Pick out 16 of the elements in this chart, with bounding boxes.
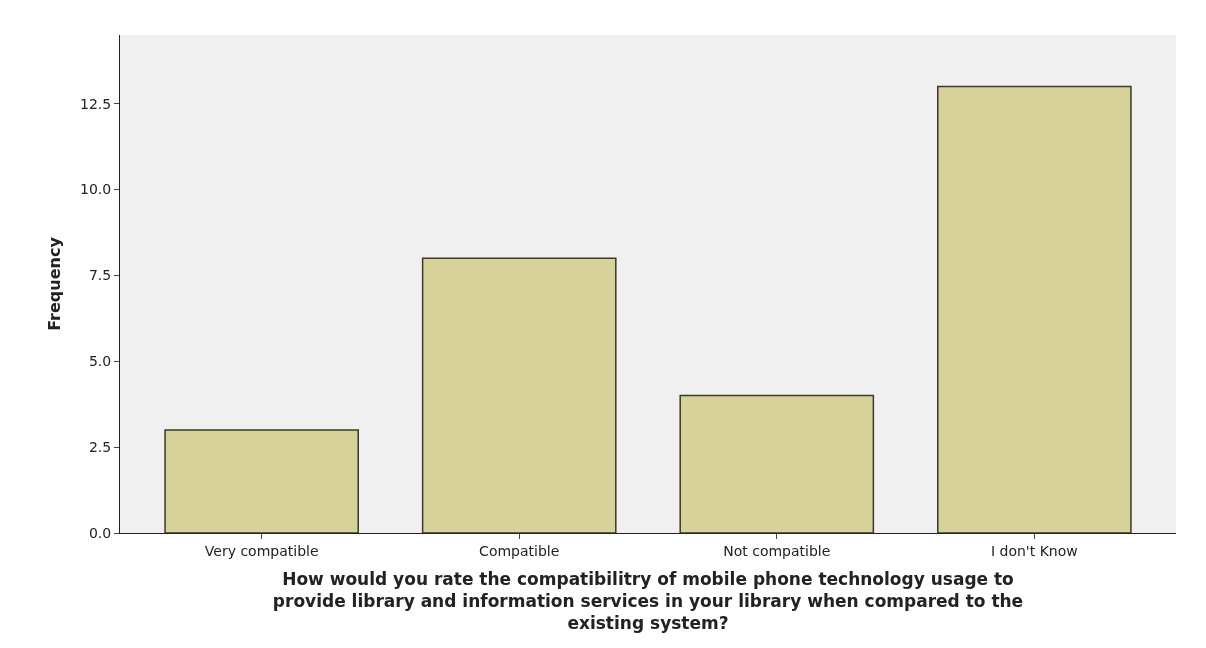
x-tick-label: Compatible <box>479 542 560 559</box>
bar <box>164 429 359 533</box>
x-axis-title: How would you rate the compatibilitry of mobile phone technology usage to provide library and information services in your library when compared to the existing system? <box>272 569 1024 634</box>
y-tick-label: 10.0 <box>80 181 112 198</box>
x-tick-label: Not compatible <box>723 542 831 559</box>
y-tick-label: 7.5 <box>88 267 112 284</box>
x-tick-label: I don't Know <box>990 542 1078 559</box>
y-tick-label: 5.0 <box>88 353 112 370</box>
y-axis-title: Frequency <box>44 236 64 331</box>
bar <box>679 394 875 533</box>
y-tick-label: 2.5 <box>88 439 112 456</box>
bar <box>421 257 617 533</box>
y-tick-label: 0.0 <box>88 524 112 541</box>
y-tick-label: 12.5 <box>80 95 112 112</box>
bar <box>937 85 1132 533</box>
x-tick-label: Very compatible <box>204 542 319 559</box>
